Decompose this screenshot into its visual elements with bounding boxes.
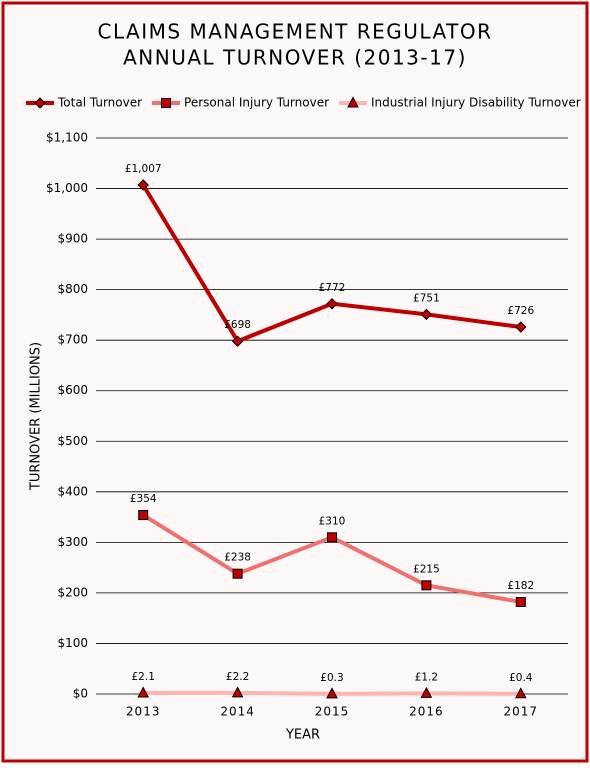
data-point [231,335,244,347]
y-tick-label: $300 [57,535,88,549]
data-label: £182 [507,580,534,592]
data-point [326,687,338,699]
data-label: £772 [319,282,346,294]
y-tick-label: $600 [57,383,88,397]
x-tick-label: 2016 [409,705,444,719]
data-label: £1.2 [415,671,438,683]
data-label: £751 [413,292,440,304]
x-tick-label: 2013 [126,705,161,719]
y-tick-label: $700 [57,333,88,347]
data-label: £0.3 [320,672,343,684]
data-label: £238 [224,552,251,564]
legend-label: Personal Injury Turnover [184,96,329,110]
data-label: £2.2 [226,671,249,683]
legend-label: Industrial Injury Disability Turnover [371,96,581,110]
data-label: £215 [413,563,440,575]
y-axis-label: TURNOVER (MILLIONS) [29,342,44,491]
data-point [515,321,527,333]
data-point [326,298,338,310]
data-point [421,580,432,591]
data-point [327,532,337,543]
data-point [420,308,433,321]
data-point [420,686,433,698]
y-tick-label: $500 [57,434,88,448]
chart-title: CLAIMS MANAGEMENT REGULATOR [97,20,492,44]
data-point [137,179,149,191]
y-tick-label: $200 [57,585,88,599]
data-label: £2.1 [132,671,155,683]
data-point [138,510,149,521]
legend-label: Total Turnover [57,96,142,110]
y-tick-label: $100 [57,636,88,650]
data-label: £0.4 [509,672,533,684]
y-tick-label: $400 [57,484,88,498]
legend-marker [347,96,359,108]
data-label: £698 [224,319,251,331]
data-label: £726 [507,305,534,317]
y-tick-label: $900 [57,232,88,246]
data-label: £310 [319,515,346,527]
data-point [231,686,244,698]
y-tick-label: $800 [57,282,88,296]
x-axis-label: YEAR [285,728,320,743]
legend-marker [161,98,172,108]
y-tick-label: $1,100 [46,131,88,145]
data-point [515,597,526,608]
x-tick-label: 2014 [220,705,255,719]
x-tick-label: 2017 [504,705,539,719]
data-point [514,687,527,699]
data-point [232,568,243,579]
legend-marker [34,97,46,109]
data-label: £354 [130,493,157,505]
data-label: £1,007 [125,163,162,175]
y-tick-label: $1,000 [46,181,88,195]
x-tick-label: 2015 [315,705,350,719]
chart-title: ANNUAL TURNOVER (2013-17) [123,46,467,70]
data-point [137,686,150,698]
y-tick-label: $0 [73,687,88,701]
